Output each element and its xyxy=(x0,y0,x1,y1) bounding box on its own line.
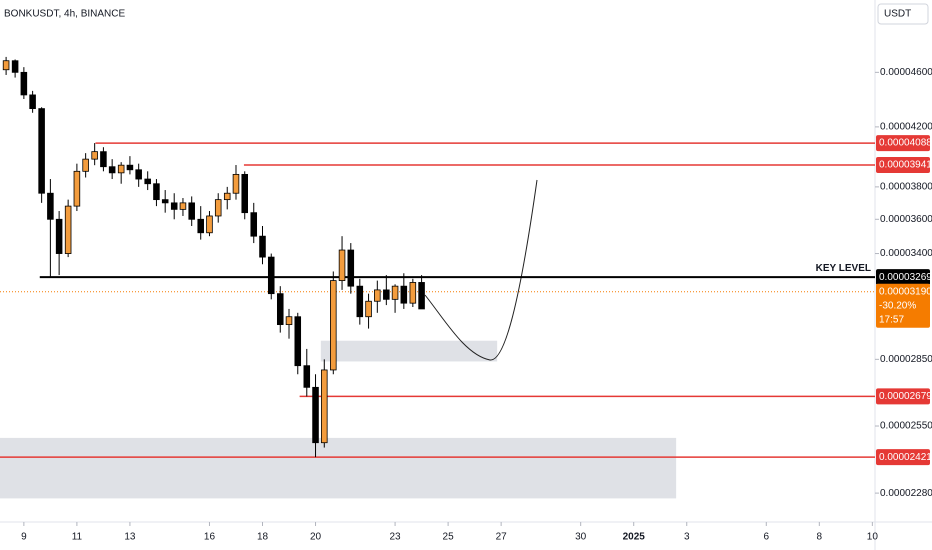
candle-body xyxy=(356,285,364,318)
currency[interactable]: USDT xyxy=(884,9,911,20)
candle-body xyxy=(11,60,19,73)
level-price-label: 0.00003941 xyxy=(879,160,932,171)
candle-body xyxy=(153,183,160,201)
candle-body xyxy=(161,199,169,204)
candle-body xyxy=(197,218,204,234)
zone xyxy=(0,437,677,499)
level-price-box xyxy=(876,157,930,174)
candle-body xyxy=(2,60,10,71)
candle-body xyxy=(241,173,249,214)
level-price-box xyxy=(876,135,930,152)
candle-body xyxy=(383,289,390,300)
x-tick-label: 25 xyxy=(443,532,455,543)
candle-body xyxy=(144,178,151,185)
candle-body xyxy=(391,285,399,300)
y-tick-label: 0.00002850 xyxy=(880,354,932,365)
candle-body xyxy=(135,169,142,180)
y-tick-label: 0.00003800 xyxy=(880,182,932,193)
candle-body xyxy=(321,369,328,444)
candle-body xyxy=(259,235,266,258)
candle-body xyxy=(91,151,98,160)
y-tick-label: 0.00002550 xyxy=(880,421,932,432)
candle-body xyxy=(188,202,195,220)
y-tick-label: 0.00004600 xyxy=(880,67,932,78)
candle-body xyxy=(206,215,213,234)
candle-body xyxy=(409,282,417,304)
current-price-box xyxy=(876,283,930,328)
candle-body xyxy=(73,170,81,207)
current-price-label: 0.00003190 xyxy=(879,286,932,297)
candle-body xyxy=(179,202,187,210)
candle-body xyxy=(285,316,293,326)
currency-box[interactable] xyxy=(877,3,929,25)
candle-body xyxy=(64,205,72,254)
y-tick-label: 0.00003600 xyxy=(880,214,932,225)
x-tick-label: 8 xyxy=(817,532,823,543)
candle-body xyxy=(20,71,28,96)
candle-body xyxy=(214,199,222,217)
candle-body xyxy=(29,94,36,110)
x-tick-label: 16 xyxy=(204,532,216,543)
candle-body xyxy=(55,218,63,254)
current-change: -30.20% xyxy=(879,300,916,311)
candle-body xyxy=(126,164,134,171)
candle-body xyxy=(47,192,54,220)
x-tick-label: 13 xyxy=(124,532,136,543)
level-price-label: 0.00003269 xyxy=(879,272,932,283)
level-text: KEY LEVEL xyxy=(816,263,871,274)
x-tick-label: 10 xyxy=(867,532,879,543)
candle-body xyxy=(108,166,116,174)
current-timer: 17:57 xyxy=(879,314,904,325)
candle-body xyxy=(400,285,408,304)
candle-body xyxy=(170,202,178,210)
x-tick-label: 2025 xyxy=(623,532,646,543)
candle-body xyxy=(365,300,372,318)
x-tick-label: 30 xyxy=(575,532,587,543)
x-tick-label: 23 xyxy=(390,532,402,543)
candle-body xyxy=(250,212,258,237)
candle-body xyxy=(312,386,319,444)
level-price-label: 0.00004088 xyxy=(879,138,932,149)
x-tick-label: 6 xyxy=(764,532,770,543)
zone xyxy=(320,340,498,362)
candle-body xyxy=(303,365,311,388)
candle-body xyxy=(276,293,284,326)
candle-body xyxy=(38,108,45,194)
x-tick-label: 20 xyxy=(310,532,322,543)
candle-body xyxy=(330,280,337,371)
x-tick-label: 3 xyxy=(684,532,690,543)
level-price-label: 0.00002679 xyxy=(879,391,932,402)
projection-curve xyxy=(424,179,538,361)
level-price-label: 0.00002421 xyxy=(879,452,932,463)
candle-body xyxy=(117,164,125,174)
level-price-box xyxy=(876,449,930,466)
x-tick-label: 9 xyxy=(21,532,27,543)
candle-body xyxy=(267,256,275,295)
x-tick-label: 18 xyxy=(257,532,269,543)
candle-body xyxy=(223,192,231,201)
chart-title: BONKUSDT, 4h, BINANCE xyxy=(4,9,125,20)
candle-body xyxy=(338,249,346,282)
x-tick-label: 27 xyxy=(496,532,508,543)
candle-body xyxy=(100,151,107,168)
candle-body xyxy=(418,282,425,310)
candle-body xyxy=(232,173,240,194)
y-tick-label: 0.00004200 xyxy=(880,122,932,133)
y-tick-label: 0.00003400 xyxy=(880,248,932,259)
candle-body xyxy=(82,158,89,172)
candle-body xyxy=(347,249,355,287)
candle-body xyxy=(294,316,302,367)
level-price-box xyxy=(876,269,930,286)
y-tick-label: 0.00002280 xyxy=(880,488,932,499)
level-price-box xyxy=(876,388,930,405)
x-tick-label: 11 xyxy=(72,532,83,543)
candle-body xyxy=(374,289,381,302)
